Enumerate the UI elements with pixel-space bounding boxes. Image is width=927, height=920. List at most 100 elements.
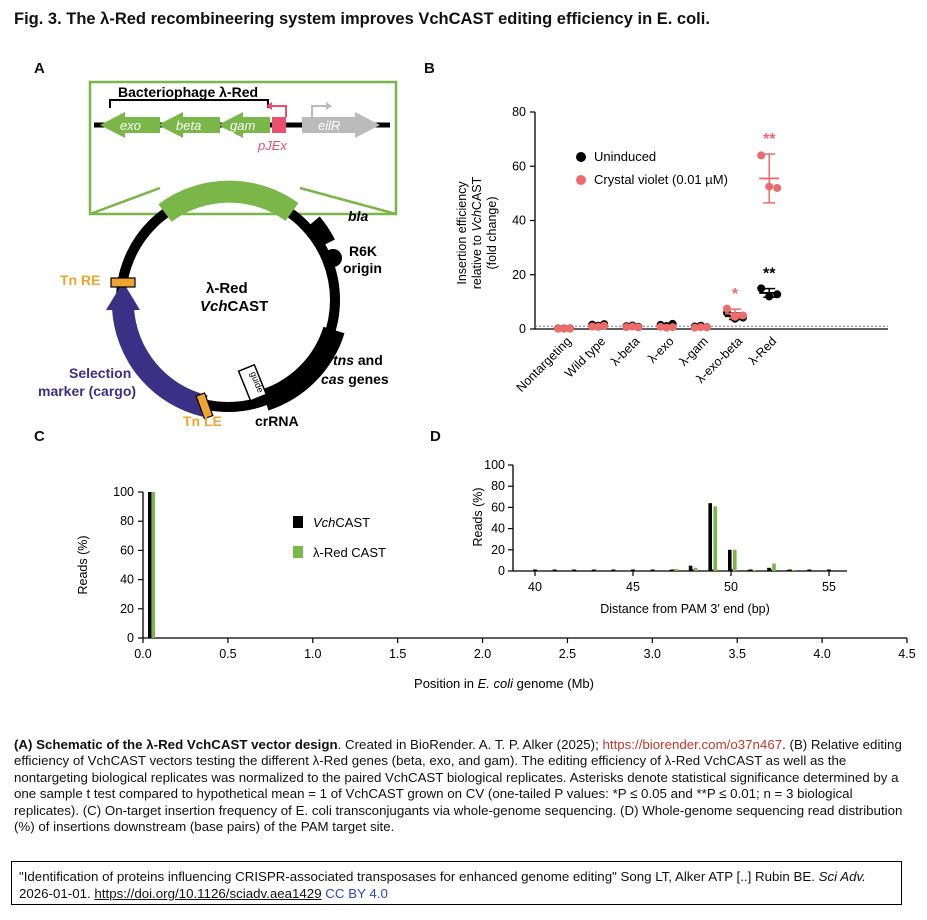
c-xlabel: Position in E. coli genome (Mb) (414, 676, 594, 691)
d-xlabel: Distance from PAM 3′ end (bp) (600, 602, 770, 616)
panel-c-chart: 0 20 40 60 80 100 0.0 0.5 1.0 1.5 2.0 2.5 3.0 3.5 4.0 4… (76, 485, 916, 691)
r6k-label-2: origin (343, 260, 382, 276)
panel-a-schematic: Bacteriophage λ-Red exo beta gam pJEx ei… (38, 80, 398, 429)
figure-title: Fig. 3. The λ-Red recombineering system … (14, 10, 710, 28)
d-bar (791, 569, 796, 571)
guide-box (237, 363, 268, 402)
panel-d-chart: 0 20 40 60 80 100 40 45 50 55 Reads (%) Distance … (471, 458, 847, 616)
d-ytick-label: 20 (491, 543, 505, 557)
gene-beta-label: beta (176, 118, 201, 133)
d-ytick-label: 60 (491, 500, 505, 514)
caption-lead: (A) Schematic of the λ-Red VchCAST vecto… (14, 737, 338, 752)
b-point (560, 324, 568, 333)
c-bar (147, 492, 152, 638)
c-xtick-label: 2.5 (559, 647, 576, 661)
eilr-label: eilR (318, 118, 340, 133)
caption-link[interactable]: https://biorender.com/o37n467 (602, 737, 783, 752)
c-legend-lambda: λ-Red CAST (313, 545, 386, 560)
c-xtick-label: 0.5 (219, 647, 236, 661)
gene-exo-label: exo (120, 118, 141, 133)
d-bar (693, 567, 698, 571)
tns-label-1: tns and (333, 352, 383, 368)
d-baseline-mark (650, 569, 655, 571)
b-ytick-label: 20 (512, 268, 526, 282)
b-point (731, 312, 739, 321)
eilr-promoter (311, 105, 326, 117)
d-bar (688, 565, 693, 571)
d-bar (674, 568, 678, 571)
b-point (696, 323, 705, 332)
b-legend-cv: Crystal violet (0.01 µM) (594, 172, 728, 187)
b-point (773, 183, 782, 192)
d-xtick-label: 55 (822, 580, 836, 594)
d-ytick-label: 0 (498, 564, 505, 578)
c-ytick-label: 0 (127, 631, 134, 645)
citation-box: "Identification of proteins influencing … (11, 861, 902, 905)
b-point (757, 151, 766, 160)
c-legend-marker-lambda (293, 546, 303, 558)
selection-marker-arrowhead (106, 282, 140, 310)
d-baseline-mark (827, 569, 831, 571)
b-point (765, 292, 774, 301)
b-ylabel-1: Insertion efficiency (455, 181, 469, 285)
b-ylabel-2: relative to VchCAST (470, 176, 484, 289)
citation-journal: Sci Adv. (818, 869, 866, 884)
b-point (588, 322, 597, 331)
c-xtick-label: 1.0 (304, 647, 321, 661)
d-xtick-label: 50 (724, 580, 738, 594)
d-bar (733, 549, 737, 571)
b-point (702, 323, 711, 332)
bla-label: bla (348, 208, 368, 224)
d-bar (669, 569, 673, 571)
c-xtick-label: 2.0 (474, 647, 491, 661)
c-legend-marker-vchcast (293, 516, 303, 528)
panel-b-letter: B (424, 60, 435, 77)
b-category-label: Nontargeting (514, 334, 575, 395)
lambda-red-segment (158, 180, 299, 222)
d-baseline-mark (572, 569, 577, 571)
b-point (668, 323, 677, 332)
c-xtick-label: 1.5 (389, 647, 406, 661)
c-legend-vchcast: VchCAST (313, 515, 370, 530)
b-significance-label: * (732, 286, 739, 303)
gene-exo-arrow (100, 112, 160, 138)
c-ylabel: Reads (%) (76, 535, 90, 594)
d-baseline-mark (631, 569, 635, 571)
tn-re-label: Tn RE (60, 272, 100, 288)
gene-beta-arrow (158, 112, 220, 138)
b-ylabel-3: (fold change) (485, 197, 499, 270)
figure-caption: (A) Schematic of the λ-Red VchCAST vecto… (14, 737, 914, 835)
tns-label-2: cas genes (321, 371, 389, 387)
d-ytick-label: 40 (491, 522, 505, 536)
d-bar (728, 549, 732, 571)
b-point (690, 323, 699, 332)
d-baseline-mark (591, 569, 596, 571)
panel-c-letter: C (34, 428, 45, 445)
d-bar (786, 569, 791, 571)
c-ytick-label: 100 (113, 485, 134, 499)
d-bar (713, 506, 717, 571)
citation-license-link[interactable]: CC BY 4.0 (321, 886, 388, 901)
b-ytick-label: 40 (512, 214, 526, 228)
c-bar (151, 492, 155, 638)
caption-body: . (B) Relative editing efficiency of Vch… (14, 737, 903, 835)
d-ytick-label: 80 (491, 479, 505, 493)
pjex-box (272, 117, 286, 133)
citation-doi-link[interactable]: https://doi.org/10.1126/sciadv.aea1429 (94, 886, 322, 901)
b-point (600, 321, 609, 330)
c-xtick-label: 3.5 (729, 647, 746, 661)
b-point (622, 323, 631, 332)
panel-d-letter: D (430, 428, 441, 445)
citation-date: 2026-01-01. (19, 886, 95, 901)
d-baseline-mark (533, 569, 537, 571)
inset-title: Bacteriophage λ-Red (118, 84, 258, 100)
b-category-label: λ-Red (746, 334, 780, 368)
b-category-label: λ-exo (645, 334, 677, 366)
b-point (634, 323, 643, 332)
b-legend-marker-cv (576, 175, 586, 185)
center-label-2: VchCAST (200, 298, 268, 315)
center-label-1: λ-Red (206, 280, 248, 297)
b-point (656, 322, 665, 331)
d-bar (752, 569, 757, 571)
